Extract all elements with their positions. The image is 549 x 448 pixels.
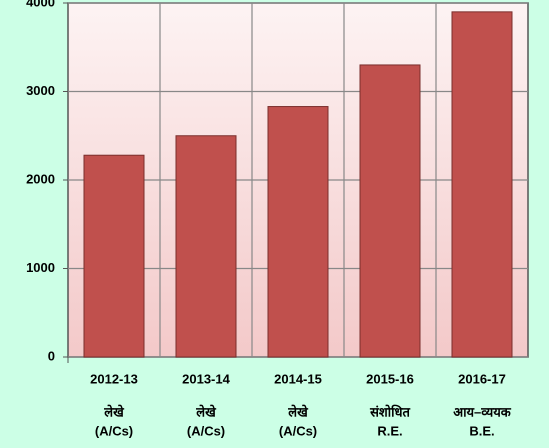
x-sub-label: आय–व्ययक xyxy=(453,404,512,419)
x-sub-label: (A/Cs) xyxy=(95,423,133,438)
x-tick-label: 2013-14 xyxy=(182,371,230,386)
bar xyxy=(267,106,329,358)
x-sub-label: R.E. xyxy=(377,423,402,438)
x-sub-label: B.E. xyxy=(469,423,494,438)
y-tick-label: 3000 xyxy=(26,83,55,98)
x-sub-label: लेखे xyxy=(103,404,125,419)
bar xyxy=(175,135,237,358)
y-tick-label: 4000 xyxy=(26,0,55,9)
x-sub-label: संशोधित xyxy=(369,404,410,419)
x-sub-label: (A/Cs) xyxy=(187,423,225,438)
x-sub-label: लेखे xyxy=(287,404,309,419)
x-sub-label: (A/Cs) xyxy=(279,423,317,438)
y-tick-label: 0 xyxy=(48,348,55,363)
bar xyxy=(83,154,145,358)
x-sub-label: लेखे xyxy=(195,404,217,419)
x-tick-label: 2015-16 xyxy=(366,371,414,386)
bar xyxy=(359,64,421,358)
y-tick-label: 2000 xyxy=(26,171,55,186)
x-tick-label: 2012-13 xyxy=(90,371,138,386)
x-tick-label: 2014-15 xyxy=(274,371,322,386)
bar xyxy=(451,11,513,358)
x-tick-label: 2016-17 xyxy=(458,371,506,386)
y-tick-label: 1000 xyxy=(26,260,55,275)
